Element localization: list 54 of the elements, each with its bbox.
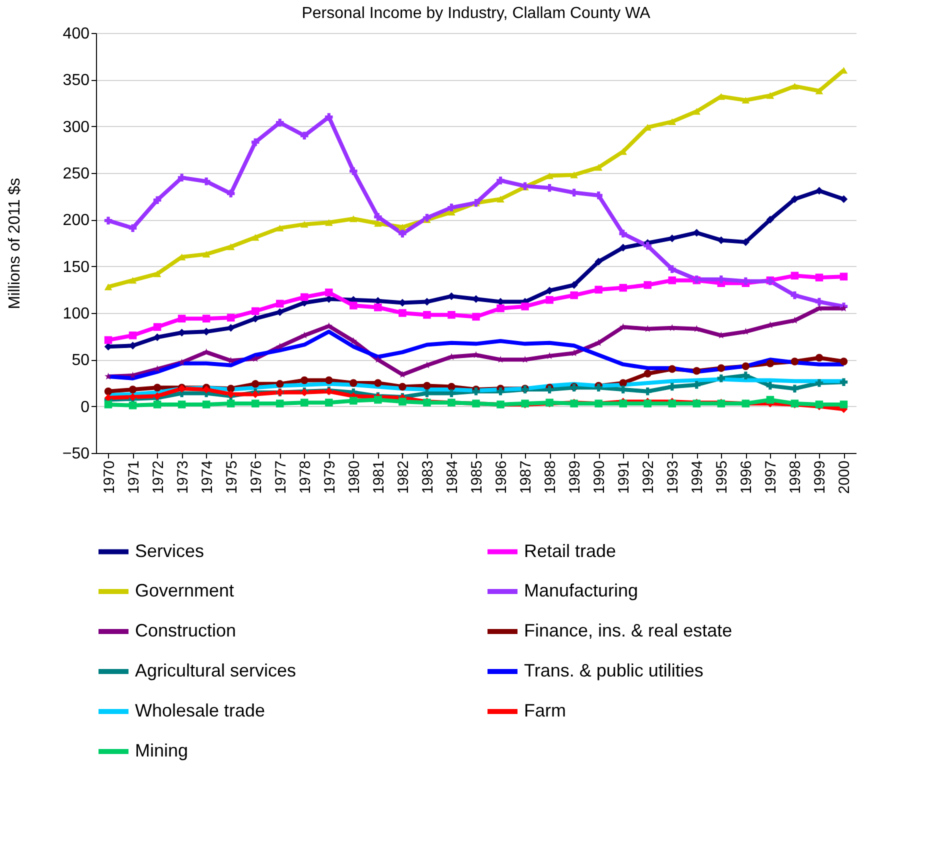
x-tick-label: 1988	[542, 460, 560, 494]
x-tick-label: 1987	[518, 460, 535, 494]
legend-label: Farm	[524, 700, 566, 720]
x-tick-label: 1994	[689, 460, 706, 494]
x-tick-label: 1971	[125, 460, 142, 494]
x-tick-label: 1977	[272, 460, 290, 494]
y-axis-title: Millions of 2011 $s	[6, 178, 24, 310]
x-tick-label: 1986	[493, 460, 510, 494]
x-tick-label: 1975	[223, 460, 240, 494]
x-tick-label: 1998	[787, 460, 804, 494]
x-tick-label: 1976	[248, 460, 265, 494]
legend-label: Wholesale trade	[135, 700, 266, 720]
legend-label: Services	[135, 540, 204, 561]
x-tick-label: 1996	[738, 460, 756, 494]
y-tick-label: −50	[62, 446, 90, 462]
x-tick-label: 1970	[100, 460, 118, 494]
y-tick-label: 50	[72, 352, 90, 370]
x-tick-label: 1979	[321, 460, 338, 494]
x-tick-label: 1993	[664, 460, 682, 494]
x-tick-label: 1991	[616, 460, 633, 494]
legend-label: Trans. & public utilities	[524, 660, 704, 680]
x-tick-label: 1995	[714, 460, 731, 494]
x-tick-label: 1980	[346, 460, 363, 494]
x-tick-label: 1974	[198, 460, 216, 494]
x-tick-label: 1999	[812, 460, 829, 494]
x-tick-label: 1973	[174, 460, 192, 494]
x-tick-label: 1983	[419, 460, 436, 494]
y-tick-label: 150	[62, 258, 90, 276]
x-tick-label: 1989	[566, 460, 584, 494]
legend-label: Retail trade	[524, 540, 616, 561]
legend-label: Manufacturing	[524, 580, 638, 600]
x-tick-label: 1985	[468, 460, 486, 494]
y-tick-label: 350	[62, 72, 90, 90]
y-tick-label: 200	[62, 212, 90, 230]
y-tick-label: 250	[62, 166, 90, 182]
x-tick-label: 1982	[394, 460, 412, 494]
legend-label: Construction	[135, 620, 236, 640]
y-tick-label: 100	[62, 306, 90, 322]
legend-label: Agricultural services	[135, 660, 296, 680]
x-tick-label: 1990	[591, 460, 608, 494]
y-tick-label: 400	[62, 26, 90, 42]
legend-label: Finance, ins. & real estate	[524, 620, 732, 640]
chart-title: Personal Income by Industry, Clallam County WA	[302, 5, 651, 22]
x-tick-label: 2000	[836, 460, 854, 494]
x-tick-label: 1992	[640, 460, 658, 494]
x-tick-label: 1997	[762, 460, 780, 494]
legend-label: Government	[135, 580, 234, 600]
x-tick-label: 1978	[296, 460, 314, 494]
legend-label: Mining	[135, 740, 188, 760]
y-tick-label: 0	[80, 398, 90, 416]
x-tick-label: 1984	[444, 460, 461, 494]
x-tick-label: 1981	[370, 460, 388, 494]
x-tick-label: 1972	[150, 460, 167, 494]
y-tick-label: 300	[62, 118, 90, 136]
